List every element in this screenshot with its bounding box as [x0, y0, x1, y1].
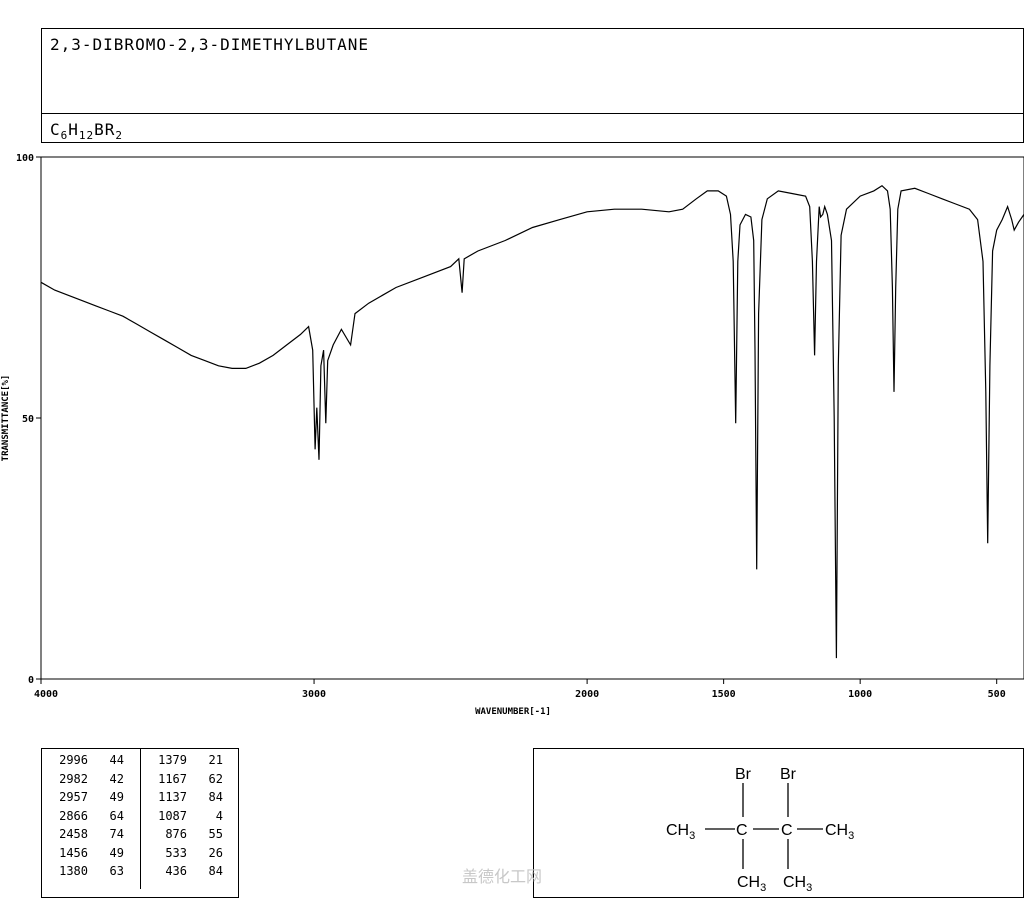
methyl-left-text: CH [666, 822, 689, 839]
peak-transmittance: 84 [208, 864, 223, 878]
y-axis-title: TRANSMITTANCE[%] [1, 375, 11, 462]
peak-row: 436 84 [141, 864, 238, 883]
peak-row: 2866 64 [42, 809, 140, 828]
x-axis-title: WAVENUMBER[-1] [475, 707, 551, 717]
methyl-bottom-left-text: CH [737, 874, 760, 891]
methyl-label-bottom-right: CH3 [783, 874, 812, 894]
formula-box: C6H12BR2 [41, 113, 1024, 143]
peak-wavenumber: 1167 [158, 771, 187, 786]
peak-wavenumber: 1087 [158, 808, 187, 823]
molecular-formula: C6H12BR2 [50, 120, 123, 142]
peak-transmittance: 74 [109, 827, 124, 841]
peak-wavenumber: 1456 [59, 845, 88, 860]
peak-transmittance: 63 [109, 864, 124, 878]
x-tick-label: 1000 [848, 689, 872, 700]
peak-wavenumber: 2458 [59, 827, 88, 841]
formula-element-c: C [50, 120, 61, 139]
carbon-label-left: C [736, 822, 748, 839]
peak-transmittance: 49 [109, 845, 124, 860]
peak-column-right: 1379 21 1167 62 1137 84 1087 4 876 55 533 26 4… [140, 749, 238, 889]
peak-wavenumber: 1379 [158, 753, 187, 767]
compound-name: 2,3-DIBROMO-2,3-DIMETHYLBUTANE [50, 35, 369, 54]
peak-transmittance: 26 [208, 845, 223, 860]
methyl-label-left: CH3 [666, 822, 695, 842]
x-tick-label: 1500 [712, 689, 736, 700]
peak-row: 2982 42 [42, 772, 140, 791]
compound-name-box: 2,3-DIBROMO-2,3-DIMETHYLBUTANE [41, 28, 1024, 114]
peak-wavenumber: 2996 [59, 753, 88, 767]
formula-sub-br: 2 [115, 129, 124, 143]
peak-row: 2458 74 [42, 827, 140, 846]
x-tick-label: 500 [988, 689, 1006, 700]
peak-row: 2957 49 [42, 790, 140, 809]
y-tick-label: 50 [22, 414, 34, 425]
peak-wavenumber: 1137 [158, 790, 187, 804]
peak-transmittance: 62 [208, 771, 223, 786]
carbon-label-right: C [781, 822, 793, 839]
methyl-bottom-left-sub: 3 [760, 882, 766, 894]
structure-box: Br Br C C CH3 CH3 CH3 CH3 [533, 748, 1024, 898]
peak-transmittance: 64 [109, 808, 124, 823]
peak-wavenumber: 1380 [59, 864, 88, 878]
peak-row: 1167 62 [141, 772, 238, 791]
peak-row: 1456 49 [42, 846, 140, 865]
peak-wavenumber: 2866 [59, 808, 88, 823]
peak-table: 2996 44 2982 42 2957 49 2866 64 2458 74 1456 4… [41, 748, 239, 898]
formula-element-br: BR [94, 120, 116, 139]
y-tick-label: 100 [16, 153, 34, 164]
x-tick-label: 3000 [302, 689, 326, 700]
peak-transmittance: 4 [215, 808, 223, 823]
methyl-label-right: CH3 [825, 822, 854, 842]
peak-row: 533 26 [141, 846, 238, 865]
structure-bonds [705, 783, 823, 869]
peak-transmittance: 84 [208, 790, 223, 804]
methyl-right-sub: 3 [848, 830, 854, 842]
bromine-label-left: Br [735, 766, 752, 783]
methyl-left-sub: 3 [689, 830, 695, 842]
peak-wavenumber: 436 [165, 864, 187, 878]
x-tick-label: 4000 [34, 689, 58, 700]
spectrum-line [40, 184, 1024, 659]
formula-sub-c: 6 [60, 129, 69, 143]
x-axis: 4000 3000 2000 1500 1000 500 [34, 679, 1006, 700]
peak-wavenumber: 533 [165, 845, 187, 860]
peak-wavenumber: 2957 [59, 790, 88, 804]
methyl-right-text: CH [825, 822, 848, 839]
peak-row: 1137 84 [141, 790, 238, 809]
peak-row: 1379 21 [141, 753, 238, 772]
methyl-bottom-right-sub: 3 [806, 882, 812, 894]
peak-transmittance: 55 [208, 827, 223, 841]
peak-column-left: 2996 44 2982 42 2957 49 2866 64 2458 74 1456 4… [42, 753, 140, 883]
formula-element-h: H [68, 120, 79, 139]
methyl-label-bottom-left: CH3 [737, 874, 766, 894]
structure-diagram: Br Br C C CH3 CH3 CH3 CH3 [666, 766, 854, 894]
bromine-label-right: Br [780, 766, 797, 783]
peak-row: 1087 4 [141, 809, 238, 828]
peak-row: 2996 44 [42, 753, 140, 772]
peak-transmittance: 49 [109, 790, 124, 804]
peak-row: 1380 63 [42, 864, 140, 883]
methyl-bottom-right-text: CH [783, 874, 806, 891]
plot-frame [40, 156, 1024, 680]
y-axis: 0 50 100 [16, 153, 41, 686]
peak-transmittance: 21 [208, 753, 223, 767]
peak-transmittance: 42 [109, 771, 124, 786]
peak-row: 876 55 [141, 827, 238, 846]
peak-wavenumber: 876 [165, 827, 187, 841]
watermark: 盖德化工网 [462, 867, 543, 886]
x-tick-label: 2000 [575, 689, 599, 700]
peak-transmittance: 44 [109, 753, 124, 767]
ir-spectrum-chart: 0 50 100 4000 3000 2000 1500 1000 500 WAVENUMBE… [1, 153, 1024, 717]
y-tick-label: 0 [28, 675, 34, 686]
formula-sub-h: 12 [78, 129, 95, 143]
peak-wavenumber: 2982 [59, 771, 88, 786]
